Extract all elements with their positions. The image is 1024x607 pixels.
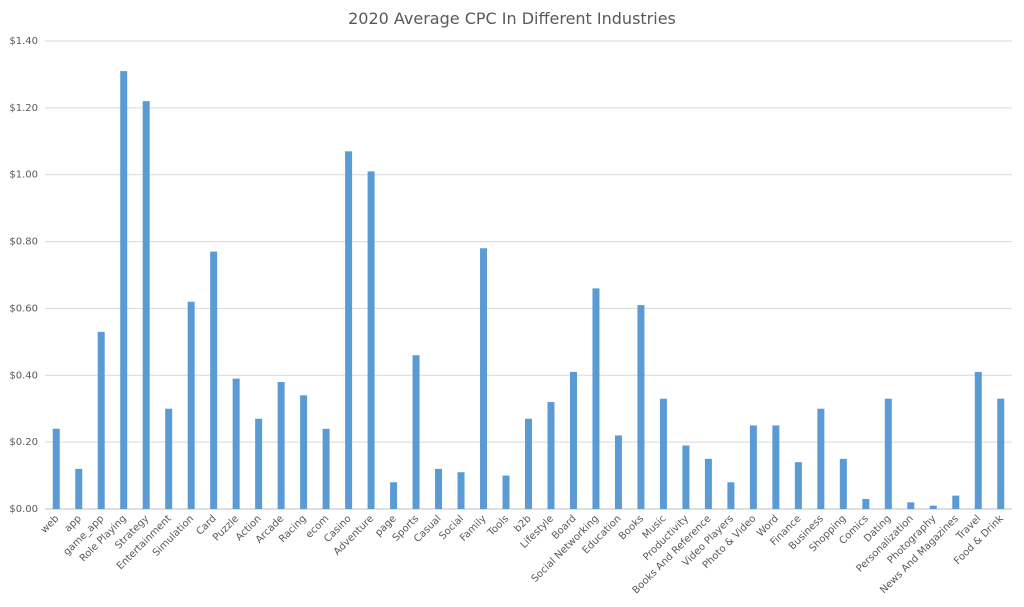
y-tick-label: $1.00 <box>9 170 38 181</box>
y-tick-label: $0.20 <box>9 437 38 448</box>
bar <box>682 445 690 509</box>
bar <box>907 502 915 509</box>
y-tick-label: $0.80 <box>9 237 38 248</box>
chart-title: 2020 Average CPC In Different Industries <box>348 9 676 28</box>
bar <box>704 458 712 509</box>
bar <box>412 355 420 509</box>
bar <box>974 371 982 509</box>
bar <box>569 371 577 509</box>
bar <box>952 495 960 509</box>
bar <box>839 458 847 509</box>
y-tick-label: $0.60 <box>9 303 38 314</box>
bar <box>187 301 195 509</box>
y-tick-label: $1.40 <box>9 36 38 47</box>
bar <box>480 248 488 509</box>
bar <box>772 425 780 509</box>
bar <box>525 418 532 509</box>
bar <box>367 171 375 509</box>
bar <box>502 475 510 509</box>
x-tick-label: Books <box>617 513 646 542</box>
bar <box>592 288 600 509</box>
bar <box>547 402 555 509</box>
x-tick-label: Tools <box>485 513 511 539</box>
bar <box>165 408 173 509</box>
bar <box>210 251 218 509</box>
bar <box>255 418 263 509</box>
y-tick-label: $1.20 <box>9 103 38 114</box>
bar <box>120 71 128 509</box>
bar <box>390 482 398 509</box>
bar <box>75 468 83 509</box>
bar <box>345 151 353 510</box>
bar <box>97 331 105 509</box>
bar <box>142 101 150 510</box>
bar <box>614 435 622 509</box>
bar <box>435 468 443 509</box>
bar <box>862 498 870 509</box>
bar <box>884 398 892 509</box>
y-tick-label: $0.00 <box>9 504 38 515</box>
x-tick-label: web <box>39 513 61 535</box>
bar <box>322 428 330 509</box>
bar <box>52 428 60 509</box>
bar <box>929 505 937 509</box>
bar <box>637 305 645 509</box>
bar <box>659 398 667 509</box>
bar <box>749 425 757 509</box>
bar <box>457 472 465 509</box>
y-tick-label: $0.40 <box>9 370 38 381</box>
bar <box>794 462 802 509</box>
bar <box>817 408 825 509</box>
bar <box>232 378 240 509</box>
bar <box>727 482 735 509</box>
bar <box>997 398 1005 509</box>
bar <box>300 395 308 509</box>
bar <box>277 381 285 509</box>
